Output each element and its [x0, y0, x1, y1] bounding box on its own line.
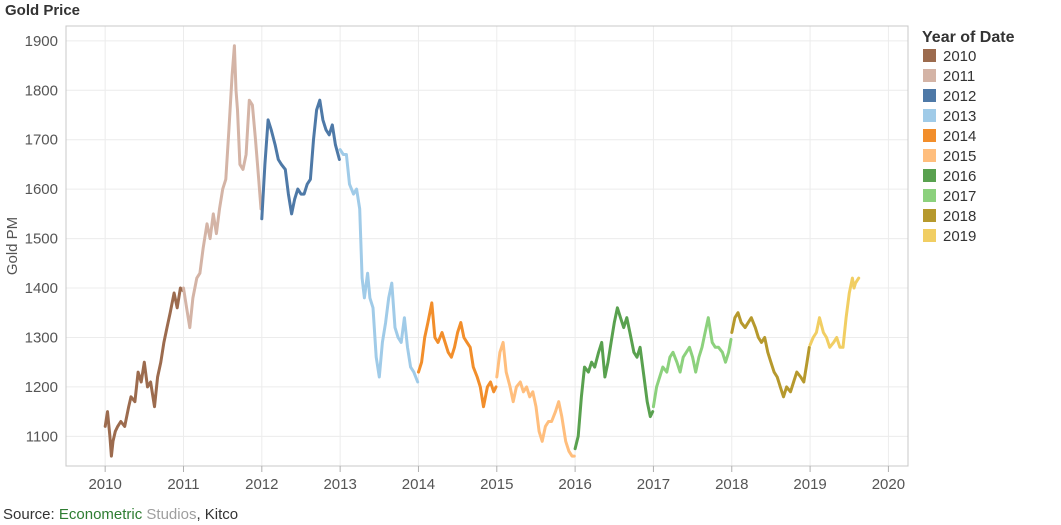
series-line-2010: [103, 286, 185, 458]
y-axis: 1100 1200 1300 1400 1500 1600 1700 1800 1900: [25, 33, 58, 446]
y-tick-label: 1100: [26, 428, 58, 445]
legend-item-2012: 2012: [943, 88, 976, 105]
y-tick-label: 1900: [25, 33, 58, 50]
legend-item-2011: 2011: [943, 68, 975, 85]
legend-swatch-2010: [923, 49, 936, 62]
legend-swatch-2016: [923, 169, 936, 182]
y-tick-label: 1600: [25, 181, 58, 198]
x-tick-label: 2011: [167, 476, 199, 493]
series-line-2011: [182, 44, 263, 330]
series-line-2013: [338, 148, 420, 384]
grid: [66, 26, 908, 466]
legend-item-2015: 2015: [943, 148, 976, 165]
x-tick-label: 2013: [323, 476, 356, 493]
legend-swatch-2012: [923, 89, 936, 102]
x-tick-label: 2010: [88, 476, 121, 493]
series-line-2014: [417, 301, 498, 409]
x-axis: 2010 2011 2012 2013 2014 2015 2016 2017 2018 2019…: [88, 466, 905, 493]
x-tick-label: 2012: [245, 476, 278, 493]
source-link-studios[interactable]: Studios: [142, 506, 197, 523]
x-tick-label: 2017: [637, 476, 670, 493]
y-tick-label: 1800: [25, 82, 58, 99]
legend-item-2017: 2017: [943, 188, 976, 205]
legend-swatch-2019: [923, 229, 936, 242]
plot-area: [65, 25, 909, 467]
x-tick-label: 2019: [793, 476, 826, 493]
source-credit: Source: Econometric Studios, Kitco: [3, 506, 238, 523]
legend-item-2016: 2016: [943, 168, 976, 185]
series-line-2019: [808, 276, 861, 349]
y-tick-label: 1700: [25, 132, 58, 149]
legend-item-2019: 2019: [943, 228, 976, 245]
y-tick-label: 1500: [25, 231, 58, 248]
legend: Year of Date 2010 2011 2012 2013 2014 2015 201…: [922, 29, 1015, 245]
x-tick-label: 2020: [872, 476, 905, 493]
series-line-2018: [730, 311, 811, 399]
x-tick-label: 2014: [402, 476, 435, 493]
x-tick-label: 2016: [558, 476, 591, 493]
source-suffix: , Kitco: [196, 506, 239, 523]
series-line-2012: [260, 98, 341, 221]
chart-title: Gold Price: [5, 2, 81, 19]
legend-item-2014: 2014: [943, 128, 976, 145]
legend-swatch-2017: [923, 189, 936, 202]
y-axis-title: Gold PM: [4, 217, 21, 275]
source-prefix: Source:: [3, 506, 59, 523]
legend-swatch-2011: [923, 69, 936, 82]
source-link-econometric[interactable]: Econometric: [58, 506, 143, 523]
legend-swatch-2013: [923, 109, 936, 122]
series-line-2017: [651, 316, 733, 409]
legend-item-2010: 2010: [943, 48, 976, 65]
series-line-2016: [573, 306, 655, 451]
legend-item-2013: 2013: [943, 108, 976, 125]
legend-item-2018: 2018: [943, 208, 976, 225]
x-tick-label: 2018: [715, 476, 748, 493]
y-tick-label: 1300: [25, 329, 58, 346]
y-tick-label: 1200: [25, 379, 58, 396]
series-layer: [103, 44, 861, 458]
x-tick-label: 2015: [480, 476, 513, 493]
legend-title: Year of Date: [922, 29, 1015, 46]
legend-swatch-2018: [923, 209, 936, 222]
legend-swatch-2015: [923, 149, 936, 162]
y-tick-label: 1400: [25, 280, 58, 297]
legend-swatch-2014: [923, 129, 936, 142]
series-line-2015: [495, 340, 576, 458]
